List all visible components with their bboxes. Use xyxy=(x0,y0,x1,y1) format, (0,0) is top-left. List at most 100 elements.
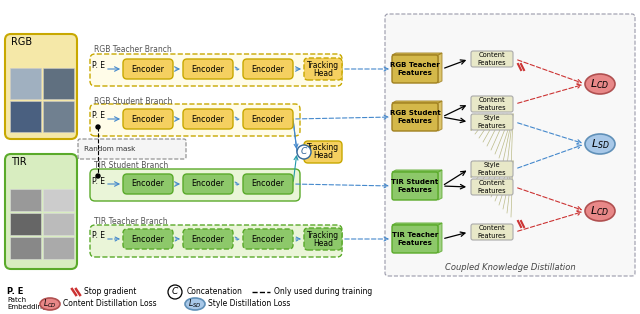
Text: Tracking: Tracking xyxy=(307,143,339,153)
Bar xyxy=(43,213,74,235)
Text: $L_{SD}$: $L_{SD}$ xyxy=(188,298,202,310)
Text: Features: Features xyxy=(397,118,433,124)
Text: Content Distillation Loss: Content Distillation Loss xyxy=(63,300,157,308)
Ellipse shape xyxy=(585,201,615,221)
FancyBboxPatch shape xyxy=(385,14,635,276)
FancyBboxPatch shape xyxy=(243,229,293,249)
Text: Style Distillation Loss: Style Distillation Loss xyxy=(208,300,291,308)
Text: $L_{SD}$: $L_{SD}$ xyxy=(591,137,609,151)
Polygon shape xyxy=(438,101,442,131)
Text: Concatenation: Concatenation xyxy=(187,288,243,296)
Text: P. E: P. E xyxy=(92,111,104,121)
Text: TIR: TIR xyxy=(11,157,27,167)
Text: Encoder: Encoder xyxy=(191,64,225,73)
Text: Encoder: Encoder xyxy=(191,235,225,243)
FancyBboxPatch shape xyxy=(392,55,438,83)
Bar xyxy=(43,101,74,132)
FancyBboxPatch shape xyxy=(183,59,233,79)
FancyBboxPatch shape xyxy=(90,225,342,257)
FancyBboxPatch shape xyxy=(90,54,342,86)
Text: P. E: P. E xyxy=(92,62,104,71)
FancyBboxPatch shape xyxy=(392,103,438,131)
FancyBboxPatch shape xyxy=(183,109,233,129)
Text: Stop gradient: Stop gradient xyxy=(84,288,136,296)
Text: P. E: P. E xyxy=(7,288,24,296)
Text: $L_{CD}$: $L_{CD}$ xyxy=(43,298,57,310)
FancyBboxPatch shape xyxy=(392,225,438,253)
Polygon shape xyxy=(392,101,442,103)
Text: Features: Features xyxy=(397,187,433,193)
Circle shape xyxy=(168,285,182,299)
Polygon shape xyxy=(392,170,442,172)
Text: $L_{CD}$: $L_{CD}$ xyxy=(590,77,610,91)
Text: Tracking: Tracking xyxy=(307,61,339,69)
FancyBboxPatch shape xyxy=(243,174,293,194)
FancyBboxPatch shape xyxy=(183,174,233,194)
FancyBboxPatch shape xyxy=(5,34,77,139)
Text: Encoder: Encoder xyxy=(131,180,164,188)
FancyBboxPatch shape xyxy=(471,51,513,67)
Text: Head: Head xyxy=(313,239,333,247)
Text: Encoder: Encoder xyxy=(191,115,225,123)
FancyBboxPatch shape xyxy=(90,169,300,201)
Text: Encoder: Encoder xyxy=(252,180,285,188)
FancyBboxPatch shape xyxy=(392,172,438,200)
Polygon shape xyxy=(392,53,442,55)
Text: TIR Teacher: TIR Teacher xyxy=(392,232,438,238)
Bar xyxy=(43,237,74,259)
Text: RGB Teacher Branch: RGB Teacher Branch xyxy=(94,45,172,53)
Text: Features: Features xyxy=(397,240,433,246)
Text: Only used during training: Only used during training xyxy=(274,288,372,296)
Text: Tracking: Tracking xyxy=(307,230,339,240)
Text: Content
Features: Content Features xyxy=(477,97,506,111)
Text: Features: Features xyxy=(397,70,433,76)
Text: RGB Teacher: RGB Teacher xyxy=(390,62,440,68)
Text: Encoder: Encoder xyxy=(131,115,164,123)
Text: Encoder: Encoder xyxy=(252,64,285,73)
Text: Style
Features: Style Features xyxy=(477,162,506,176)
Text: Encoder: Encoder xyxy=(252,115,285,123)
Text: C: C xyxy=(301,148,307,156)
Bar xyxy=(10,237,41,259)
Polygon shape xyxy=(392,223,442,225)
Bar xyxy=(10,213,41,235)
Bar xyxy=(10,68,41,99)
FancyBboxPatch shape xyxy=(90,104,300,136)
FancyBboxPatch shape xyxy=(304,228,342,250)
FancyBboxPatch shape xyxy=(471,179,513,195)
Text: C: C xyxy=(172,288,178,296)
Text: Content
Features: Content Features xyxy=(477,225,506,239)
FancyBboxPatch shape xyxy=(243,109,293,129)
Text: RGB Student: RGB Student xyxy=(390,110,440,116)
Text: Coupled Knowledge Distillation: Coupled Knowledge Distillation xyxy=(445,263,575,272)
Polygon shape xyxy=(438,170,442,200)
Bar xyxy=(43,189,74,211)
FancyBboxPatch shape xyxy=(243,59,293,79)
FancyBboxPatch shape xyxy=(123,59,173,79)
Text: TIR Student Branch: TIR Student Branch xyxy=(94,161,168,171)
Ellipse shape xyxy=(185,298,205,310)
Text: RGB: RGB xyxy=(11,37,32,47)
Text: Patch
Embedding: Patch Embedding xyxy=(7,297,46,311)
Text: Head: Head xyxy=(313,151,333,160)
Circle shape xyxy=(96,174,100,178)
Text: Encoder: Encoder xyxy=(131,235,164,243)
Text: Style
Features: Style Features xyxy=(477,115,506,129)
FancyBboxPatch shape xyxy=(123,174,173,194)
FancyBboxPatch shape xyxy=(304,58,342,80)
Text: $L_{CD}$: $L_{CD}$ xyxy=(590,204,610,218)
Text: Encoder: Encoder xyxy=(191,180,225,188)
FancyBboxPatch shape xyxy=(123,229,173,249)
Text: Encoder: Encoder xyxy=(131,64,164,73)
Circle shape xyxy=(96,125,100,129)
FancyBboxPatch shape xyxy=(471,224,513,240)
FancyBboxPatch shape xyxy=(471,96,513,112)
FancyBboxPatch shape xyxy=(471,114,513,130)
Ellipse shape xyxy=(40,298,60,310)
Ellipse shape xyxy=(585,134,615,154)
Text: RGB Student Branch: RGB Student Branch xyxy=(94,96,172,106)
FancyBboxPatch shape xyxy=(183,229,233,249)
Text: TIR Teacher Branch: TIR Teacher Branch xyxy=(94,218,168,226)
Bar xyxy=(10,101,41,132)
Text: Random mask: Random mask xyxy=(84,146,136,152)
